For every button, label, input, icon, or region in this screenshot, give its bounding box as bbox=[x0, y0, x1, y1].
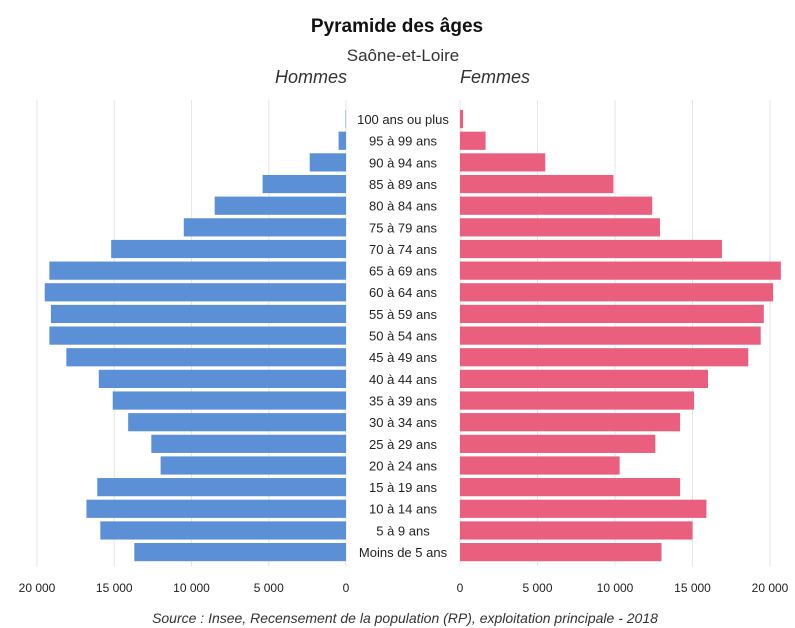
bar-hommes bbox=[111, 239, 346, 259]
bar-femmes bbox=[460, 131, 486, 150]
x-tick-label-right: 0 bbox=[457, 581, 464, 595]
category-label: 85 à 89 ans bbox=[369, 177, 437, 192]
category-label: 30 à 34 ans bbox=[369, 415, 437, 430]
x-tick-label-right: 15 000 bbox=[674, 581, 711, 595]
category-label: 10 à 14 ans bbox=[369, 502, 437, 517]
bar-femmes bbox=[460, 499, 707, 518]
bar-hommes bbox=[49, 326, 347, 345]
category-label: 90 à 94 ans bbox=[369, 155, 437, 170]
category-label: 75 à 79 ans bbox=[369, 220, 437, 235]
bar-femmes bbox=[460, 196, 653, 215]
bar-femmes bbox=[460, 326, 761, 345]
bar-femmes bbox=[460, 261, 781, 280]
bar-hommes bbox=[44, 283, 346, 302]
bar-hommes bbox=[134, 543, 346, 562]
bar-hommes bbox=[183, 218, 346, 237]
bar-hommes bbox=[309, 153, 346, 172]
bar-femmes bbox=[460, 456, 620, 475]
bar-femmes bbox=[460, 391, 695, 410]
right-side-label: Femmes bbox=[460, 67, 530, 87]
bar-femmes bbox=[460, 348, 749, 367]
bar-femmes bbox=[460, 521, 693, 540]
category-label: 55 à 59 ans bbox=[369, 307, 437, 322]
category-label: 100 ans ou plus bbox=[357, 112, 449, 127]
bar-hommes bbox=[112, 391, 346, 410]
bar-hommes bbox=[49, 261, 347, 280]
bar-femmes bbox=[460, 110, 464, 129]
bar-femmes bbox=[460, 434, 656, 453]
category-labels: 100 ans ou plus 95 à 99 ans 90 à 94 ans 85 … bbox=[357, 112, 449, 560]
left-side-label: Hommes bbox=[275, 67, 347, 87]
bar-femmes bbox=[460, 478, 681, 497]
axis-ticks: 20 000 15 000 10 000 5 000 0 0 5 000 10 000 15 0… bbox=[19, 581, 789, 595]
x-tick-label-left: 5 000 bbox=[254, 581, 284, 595]
category-label: 50 à 54 ans bbox=[369, 329, 437, 344]
bar-hommes bbox=[86, 499, 346, 518]
bar-hommes bbox=[50, 304, 346, 324]
category-label: 35 à 39 ans bbox=[369, 393, 437, 408]
x-tick-label-left: 10 000 bbox=[173, 581, 210, 595]
bar-hommes bbox=[97, 478, 346, 497]
category-label: 95 à 99 ans bbox=[369, 134, 437, 149]
bar-hommes bbox=[345, 110, 347, 129]
category-label: 70 à 74 ans bbox=[369, 242, 437, 257]
chart-subtitle: Saône-et-Loire bbox=[347, 46, 459, 65]
chart-title: Pyramide des âges bbox=[311, 16, 483, 37]
bar-hommes bbox=[160, 456, 346, 475]
bar-femmes bbox=[460, 369, 708, 388]
bar-hommes bbox=[338, 131, 346, 150]
category-label: 25 à 29 ans bbox=[369, 437, 437, 452]
bar-femmes bbox=[460, 218, 660, 237]
bars bbox=[44, 110, 781, 562]
bar-hommes bbox=[100, 521, 346, 540]
bar-femmes bbox=[460, 413, 681, 432]
bar-hommes bbox=[66, 348, 346, 367]
x-tick-label-right: 10 000 bbox=[597, 581, 634, 595]
x-tick-label-right: 20 000 bbox=[752, 581, 789, 595]
bar-femmes bbox=[460, 153, 546, 172]
category-label: 45 à 49 ans bbox=[369, 350, 437, 365]
category-label: 65 à 69 ans bbox=[369, 264, 437, 279]
bar-hommes bbox=[262, 174, 346, 194]
source-note: Source : Insee, Recensement de la popula… bbox=[152, 610, 658, 626]
category-label: 80 à 84 ans bbox=[369, 199, 437, 214]
category-label: Moins de 5 ans bbox=[359, 545, 448, 560]
bar-femmes bbox=[460, 304, 764, 324]
bar-hommes bbox=[214, 196, 346, 215]
bar-femmes bbox=[460, 174, 614, 194]
bar-hommes bbox=[98, 369, 346, 388]
category-label: 20 à 24 ans bbox=[369, 458, 437, 473]
x-tick-label-right: 5 000 bbox=[522, 581, 552, 595]
bar-femmes bbox=[460, 239, 722, 259]
x-tick-label-left: 20 000 bbox=[19, 581, 56, 595]
category-label: 60 à 64 ans bbox=[369, 285, 437, 300]
bar-hommes bbox=[151, 434, 346, 453]
category-label: 40 à 44 ans bbox=[369, 372, 437, 387]
bar-hommes bbox=[128, 413, 346, 432]
bar-femmes bbox=[460, 543, 662, 562]
x-tick-label-left: 15 000 bbox=[96, 581, 133, 595]
bar-femmes bbox=[460, 283, 774, 302]
category-label: 15 à 19 ans bbox=[369, 480, 437, 495]
x-tick-label-left: 0 bbox=[343, 581, 350, 595]
category-label: 5 à 9 ans bbox=[376, 523, 430, 538]
